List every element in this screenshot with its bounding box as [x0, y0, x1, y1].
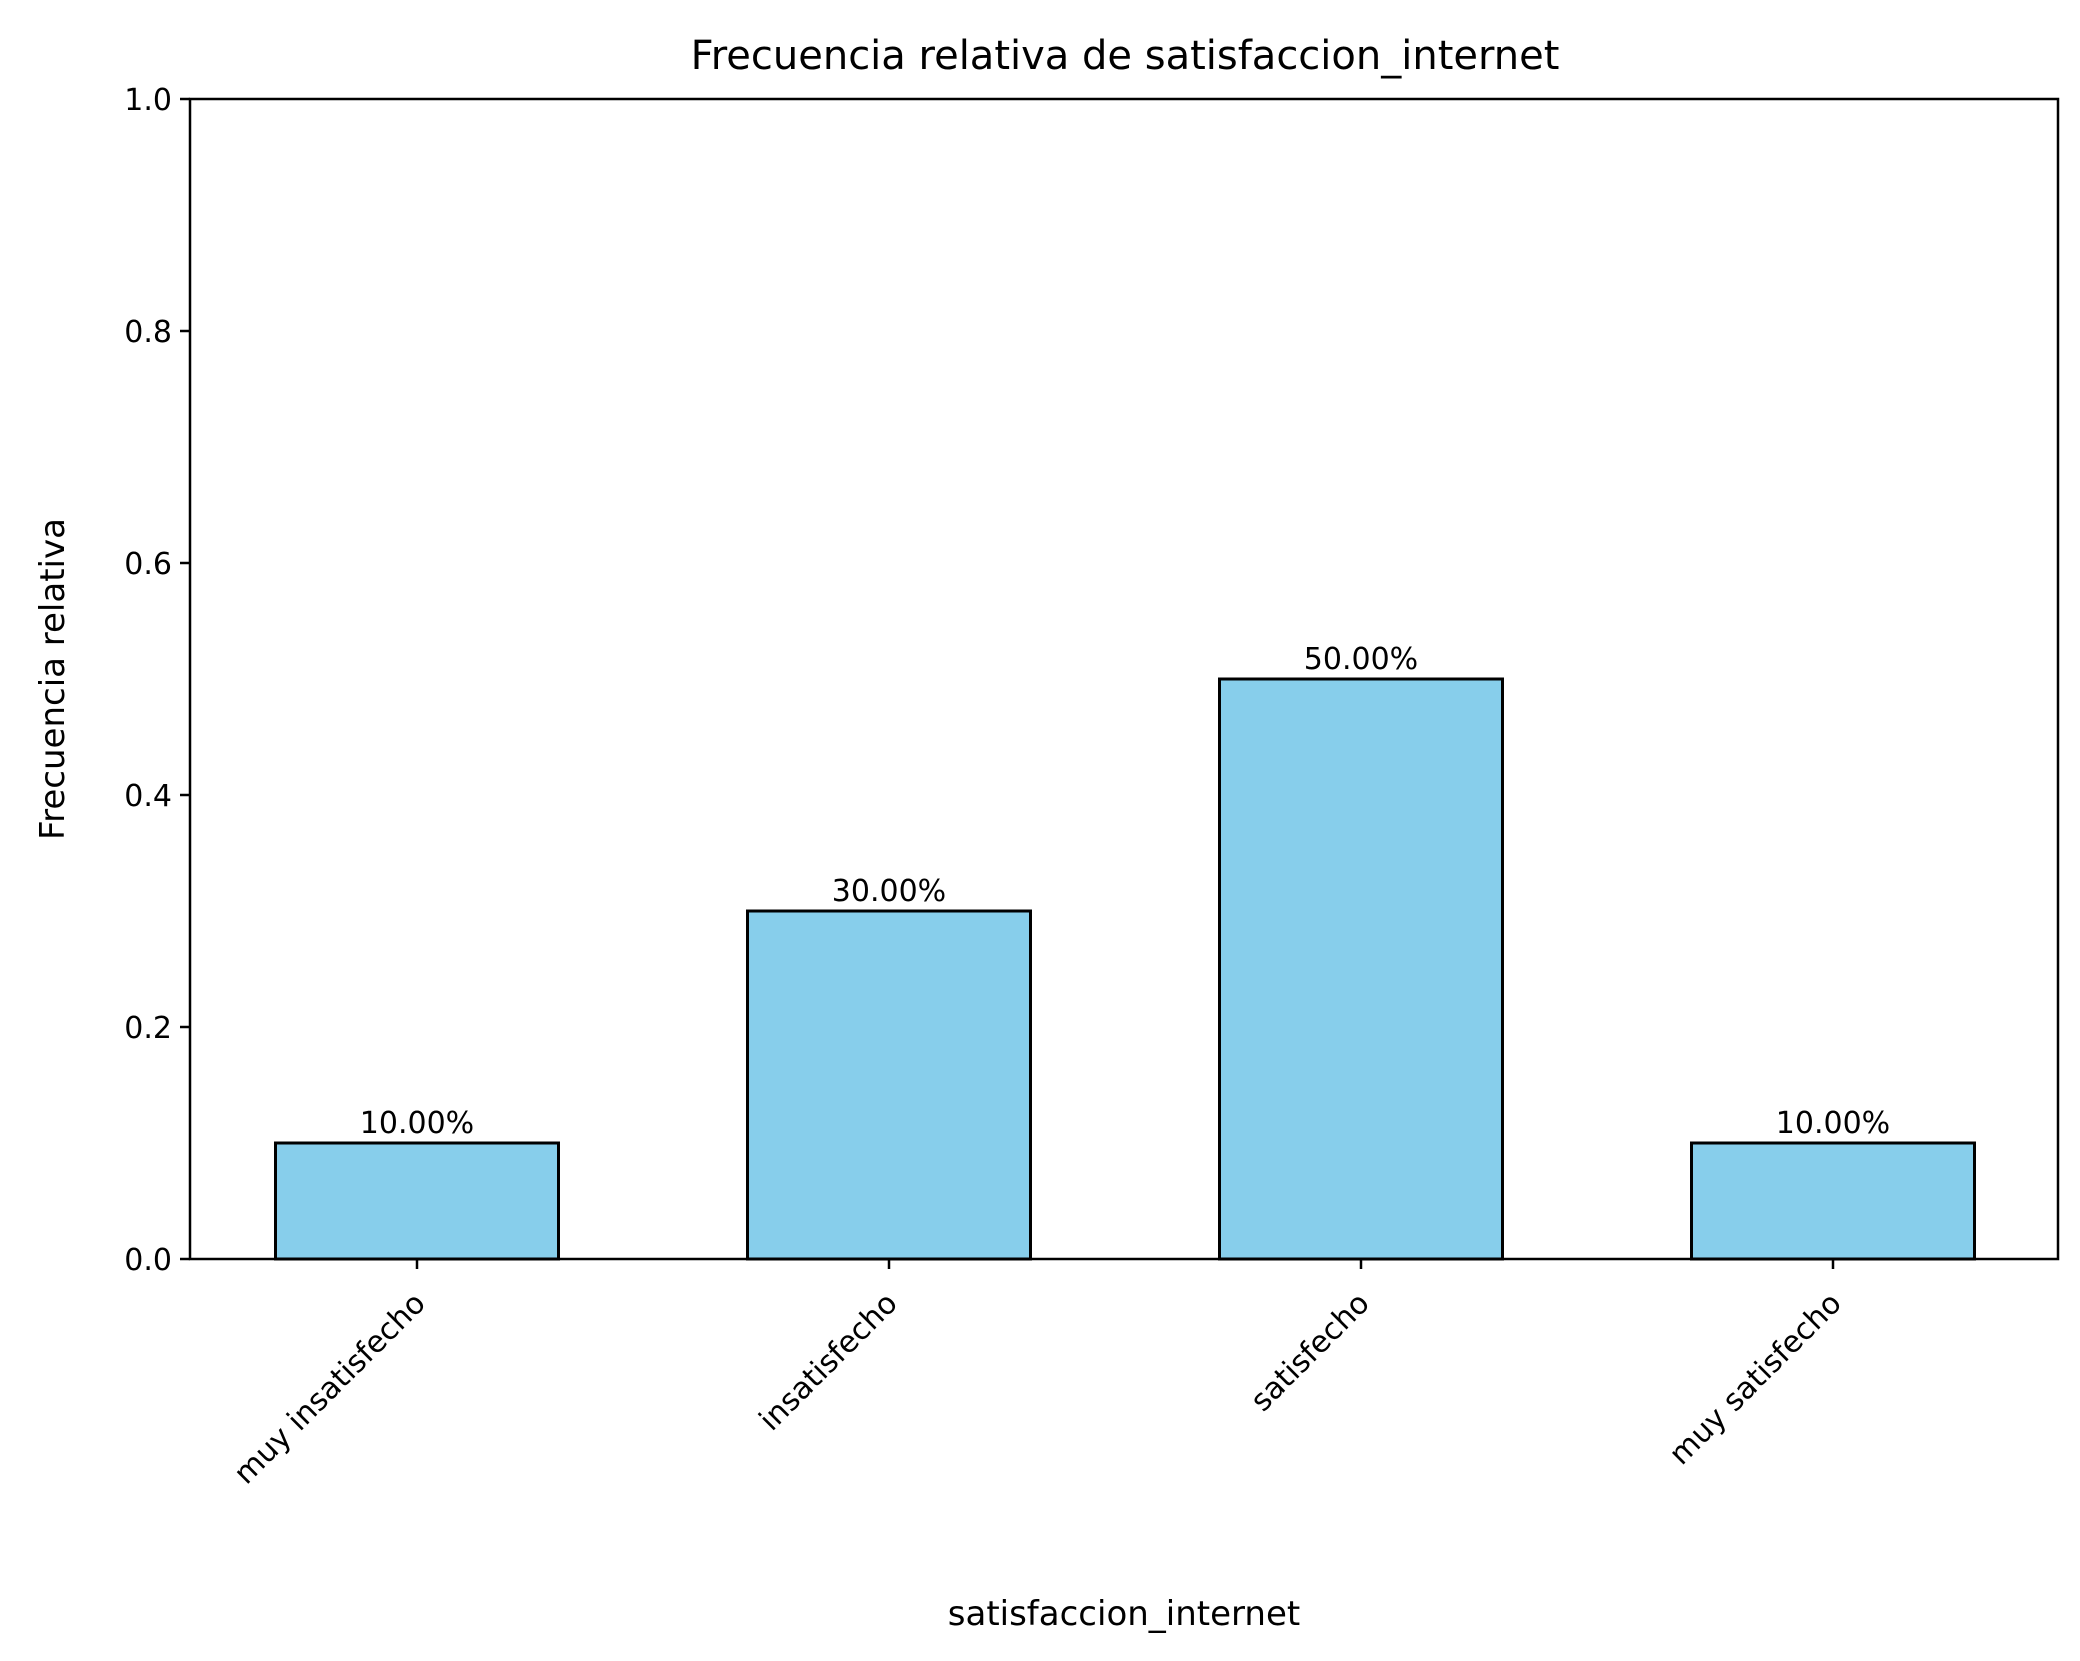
y-tick-label: 0.8	[124, 315, 172, 350]
y-tick-label: 0.2	[124, 1011, 172, 1046]
chart-title: Frecuencia relativa de satisfaccion_inte…	[691, 33, 1560, 79]
bar-value-label: 50.00%	[1304, 642, 1418, 677]
y-tick-label: 1.0	[124, 83, 172, 118]
y-tick-label: 0.4	[124, 779, 172, 814]
plot-area-frame	[188, 97, 2060, 1261]
bar	[1690, 1141, 1976, 1261]
bar	[746, 909, 1032, 1261]
x-tick-label: insatisfecho	[753, 1286, 905, 1438]
x-tick-label: satisfecho	[1244, 1286, 1377, 1419]
bar	[274, 1141, 560, 1261]
bar-value-labels: 10.00% 30.00% 50.00% 10.00%	[360, 642, 1890, 1141]
y-axis-label: Frecuencia relativa	[33, 518, 73, 840]
y-tick-label: 0.6	[124, 547, 172, 582]
x-tick-label: muy satisfecho	[1663, 1286, 1849, 1472]
bars	[274, 677, 1976, 1261]
y-tick-label: 0.0	[124, 1243, 172, 1278]
bar-value-label: 10.00%	[1776, 1106, 1890, 1141]
bar	[1218, 677, 1504, 1261]
x-tick-label: muy insatisfecho	[227, 1286, 432, 1491]
bar-value-label: 30.00%	[832, 874, 946, 909]
x-axis-ticks: muy insatisfecho insatisfecho satisfecho mu…	[227, 1259, 1849, 1491]
bar-value-label: 10.00%	[360, 1106, 474, 1141]
y-axis-ticks: 0.0 0.2 0.4 0.6 0.8 1.0	[124, 83, 190, 1278]
x-axis-label: satisfaccion_internet	[948, 1594, 1300, 1634]
